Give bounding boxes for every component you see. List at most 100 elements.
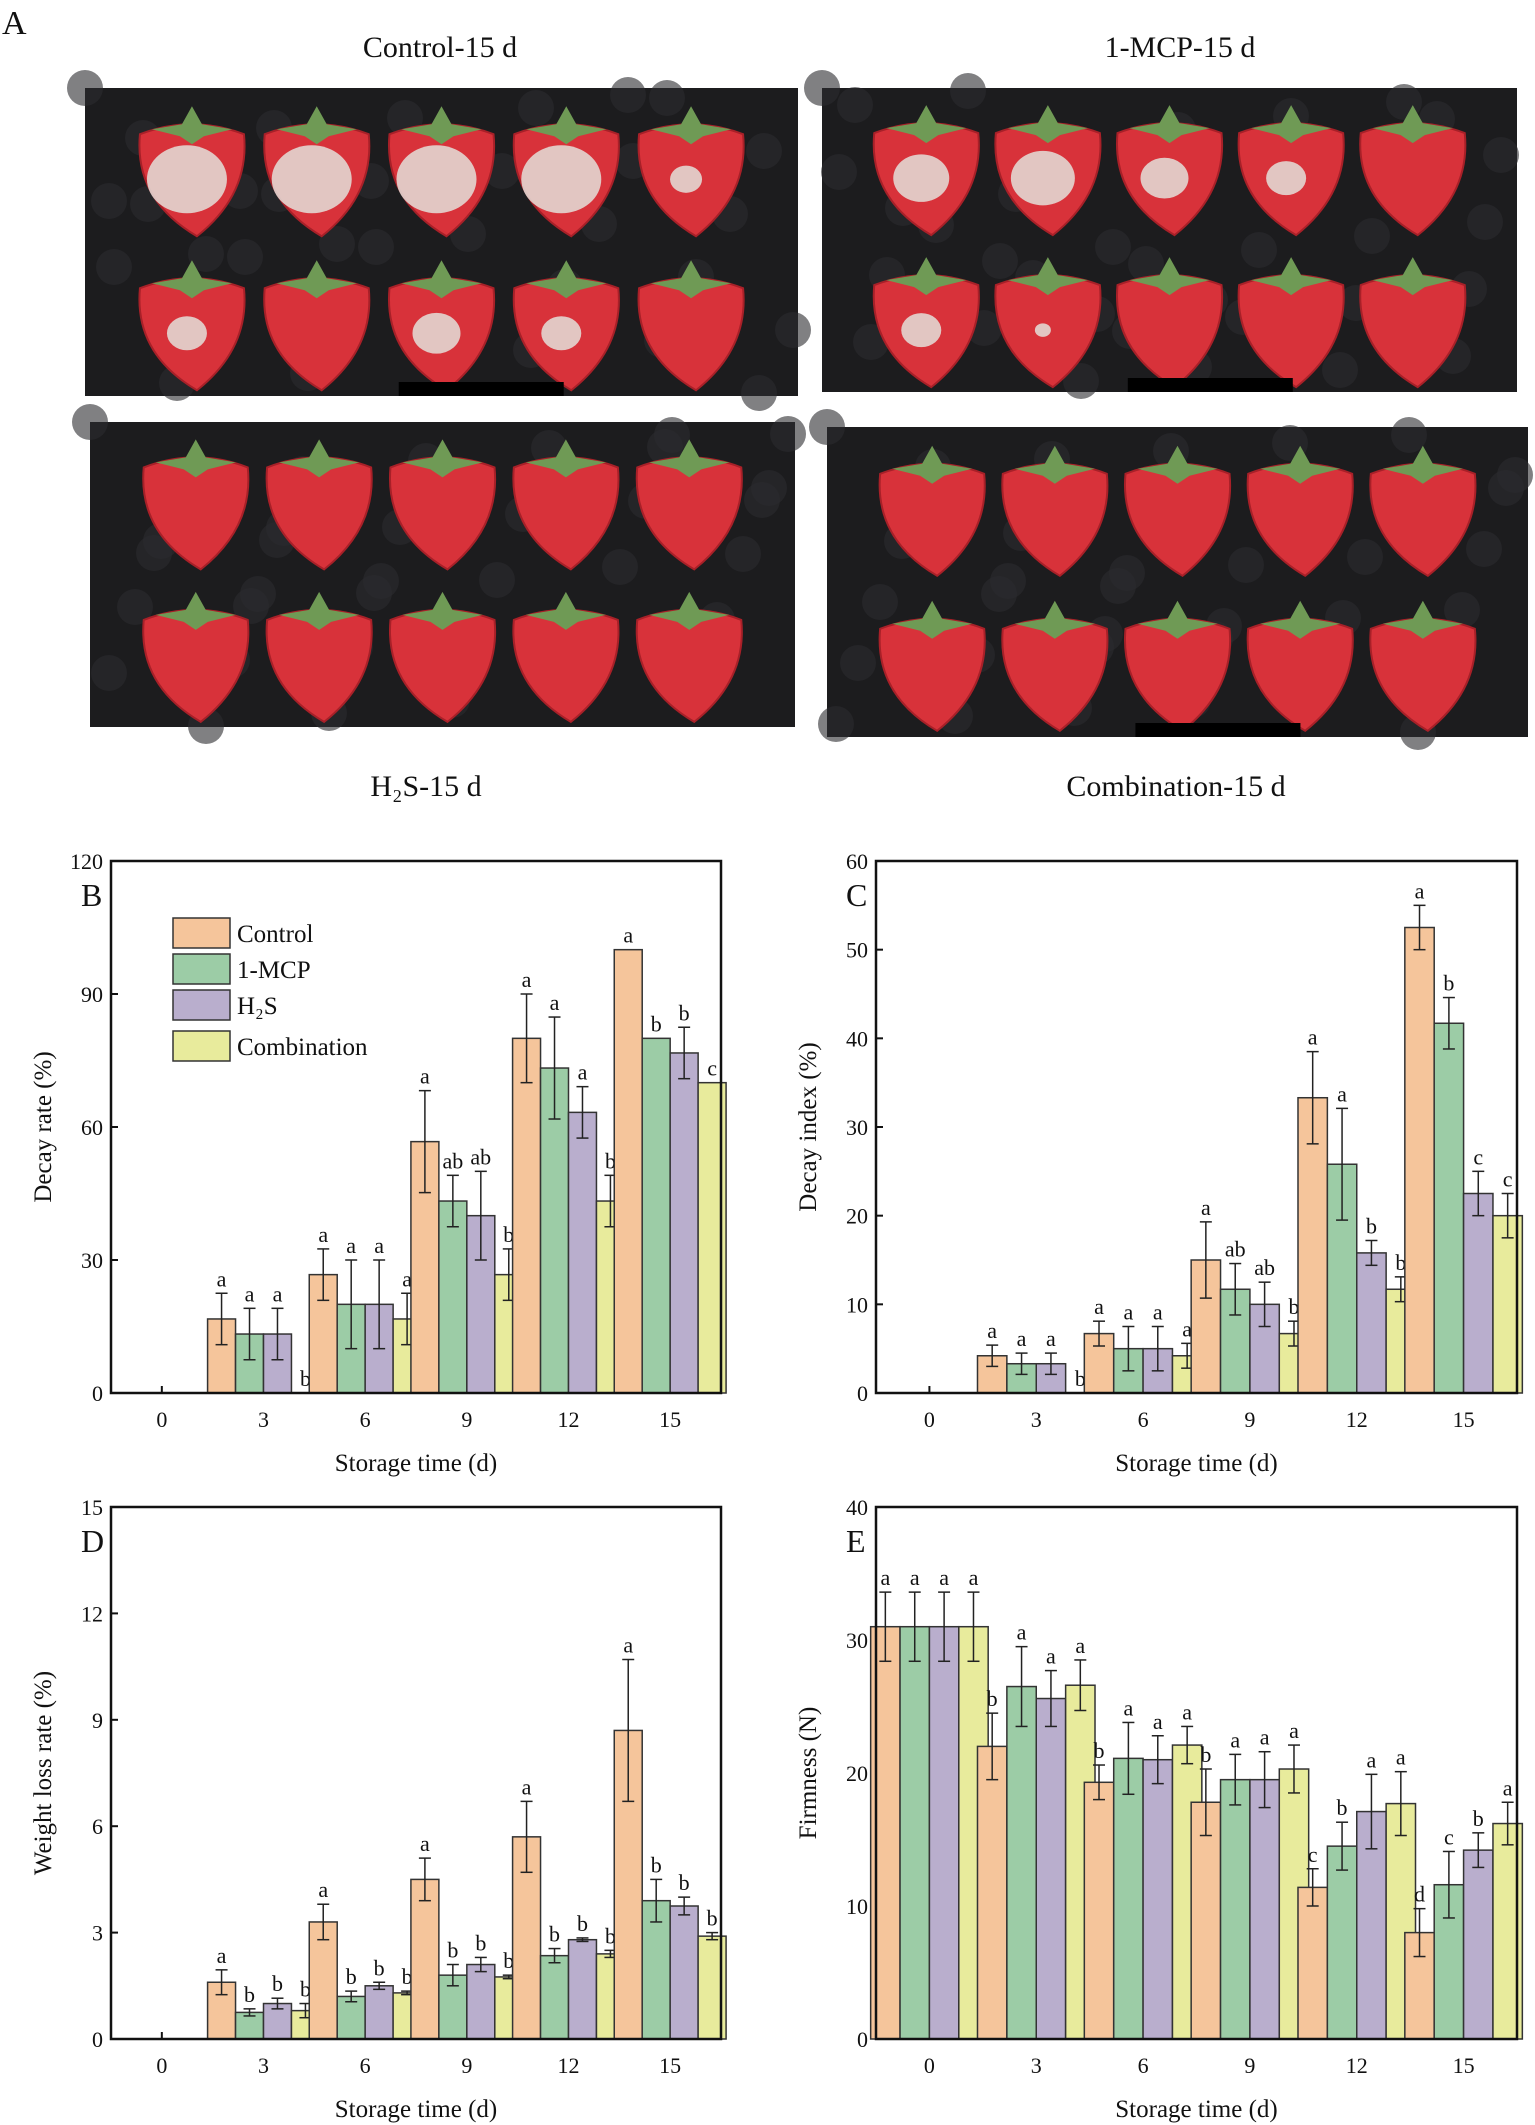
fabric-texture	[1466, 531, 1502, 567]
fabric-texture	[1354, 218, 1390, 254]
y-tick-label: 30	[846, 1628, 868, 1653]
y-axis-label: Weight loss rate (%)	[30, 1671, 57, 1875]
bar	[1112, 1757, 1144, 2040]
significance-letter: b	[679, 1000, 690, 1025]
fabric-texture	[809, 409, 845, 445]
calyx	[1137, 445, 1218, 484]
significance-letter: b	[1200, 1742, 1211, 1767]
y-axis-label: Decay index (%)	[795, 1042, 822, 1211]
mold-patch	[1010, 150, 1075, 206]
fabric-texture	[518, 90, 554, 126]
significance-letter: a	[623, 923, 633, 948]
strawberry	[1246, 600, 1354, 733]
significance-letter: a	[1017, 1326, 1027, 1351]
bar	[511, 1037, 542, 1394]
x-tick-label: 15	[1453, 1407, 1475, 1432]
significance-letter: a	[420, 1831, 430, 1856]
x-tick-label: 3	[1031, 1407, 1042, 1432]
strawberry	[265, 591, 373, 724]
calyx	[1129, 257, 1210, 296]
fabric-texture	[1391, 417, 1427, 453]
significance-letter: a	[1503, 1775, 1513, 1800]
significance-letter: b	[503, 1948, 514, 1973]
bar	[1297, 1886, 1329, 2040]
mold-patch	[166, 316, 207, 351]
fabric-texture	[610, 77, 646, 113]
fabric-texture	[1322, 352, 1358, 388]
significance-letter: a	[374, 1233, 384, 1258]
y-tick-label: 40	[846, 1026, 868, 1051]
significance-letter: c	[707, 1056, 717, 1081]
y-tick-label: 12	[81, 1601, 103, 1626]
fabric-texture	[821, 154, 857, 190]
photo-title: Control-15 d	[363, 31, 517, 64]
strawberry-photo	[67, 70, 811, 411]
strawberry	[1359, 105, 1467, 237]
fabric-texture	[117, 589, 153, 625]
bar	[1356, 1252, 1387, 1394]
calyx	[1260, 600, 1341, 639]
bar	[1249, 1778, 1281, 2040]
x-tick-label: 12	[1346, 1407, 1368, 1432]
strawberry	[1115, 257, 1224, 389]
strawberry	[263, 106, 371, 238]
y-tick-label: 6	[92, 1814, 103, 1839]
calyx	[1014, 600, 1095, 639]
fabric-texture	[72, 404, 108, 440]
bar	[234, 2011, 265, 2040]
x-tick-label: 9	[461, 2053, 472, 2078]
y-tick-label: 20	[846, 1761, 868, 1786]
significance-letter: b	[475, 1930, 486, 1955]
strawberry	[637, 106, 745, 238]
bar	[1006, 1685, 1038, 2040]
x-tick-label: 6	[360, 2053, 371, 2078]
calyx	[276, 106, 357, 145]
strawberry	[512, 260, 620, 392]
significance-letter: a	[318, 1877, 328, 1902]
y-tick-label: 30	[81, 1248, 103, 1273]
mold-patch	[670, 165, 703, 193]
significance-letter: a	[522, 967, 532, 992]
y-tick-label: 90	[81, 982, 103, 1007]
bar	[613, 948, 643, 1394]
mold-patch	[1034, 323, 1051, 337]
significance-letter: a	[318, 1222, 328, 1247]
photo-title: 1-MCP-15 d	[1105, 31, 1256, 64]
significance-letter: a	[1260, 1725, 1270, 1750]
significance-letter: b	[679, 1870, 690, 1895]
significance-letter: b	[1395, 1250, 1406, 1275]
significance-letter: a	[623, 1633, 633, 1658]
fabric-texture	[602, 549, 638, 585]
significance-letter: a	[969, 1565, 979, 1590]
panel-label: D	[81, 1523, 104, 1559]
strawberry	[635, 439, 743, 571]
legend: Control 1-MCP H₂S Combination	[172, 917, 368, 1062]
x-tick-label: 9	[1244, 2053, 1255, 2078]
strawberry	[388, 439, 497, 571]
panel-label: E	[846, 1523, 866, 1559]
fabric-texture	[1497, 457, 1533, 493]
fabric-texture	[725, 536, 761, 572]
fabric-texture	[840, 645, 876, 681]
x-axis-label: Storage time (d)	[1115, 2096, 1277, 2123]
y-tick-label: 0	[92, 1381, 103, 1406]
significance-letter: b	[272, 1971, 283, 1996]
y-tick-label: 20	[846, 1204, 868, 1229]
significance-letter: a	[1075, 1633, 1085, 1658]
scale-bar	[1135, 723, 1301, 737]
significance-letter: b	[605, 1148, 616, 1173]
x-tick-label: 9	[1244, 1407, 1255, 1432]
bar	[410, 1878, 440, 2040]
x-tick-label: 15	[659, 2053, 681, 2078]
strawberry	[1359, 257, 1467, 389]
calyx	[151, 106, 232, 145]
fabric-texture	[136, 535, 172, 571]
strawberry	[637, 260, 745, 392]
x-tick-label: 0	[924, 1407, 935, 1432]
mold-patch	[271, 145, 352, 214]
strawberry	[1237, 257, 1345, 389]
x-tick-label: 6	[360, 1407, 371, 1432]
significance-letter: b	[605, 1923, 616, 1948]
photo-title: H₂S-15 d	[370, 770, 481, 803]
